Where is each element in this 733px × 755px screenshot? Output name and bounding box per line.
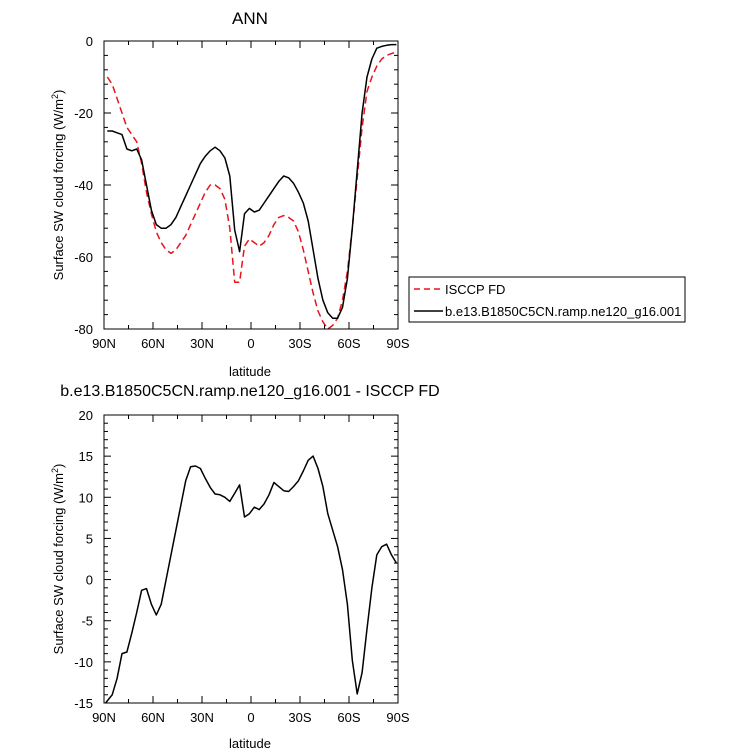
bottom-x-axis-label: latitude — [229, 736, 271, 751]
top-plot-area: 90N 60N 30N 0 30S 60S 90S 0 -20 -40 -60 -80 — [74, 34, 410, 351]
top-panel: ANN 90N 60N 30N 0 30S 60S 90S 0 -20 -40 -60 -80 lat… — [50, 9, 410, 379]
bottom-y-axis-label: Surface SW cloud forcing (W/m2) — [50, 464, 66, 655]
bottom-series-line-0 — [105, 455, 398, 704]
top-y-tick-label: -60 — [74, 250, 93, 265]
legend: ISCCP FD b.e13.B1850C5CN.ramp.ne120_g16.… — [408, 276, 686, 323]
bottom-y-tick-label: 15 — [79, 449, 93, 464]
bottom-x-tick-label: 0 — [247, 710, 254, 725]
top-plot-frame — [103, 40, 399, 330]
bottom-y-tick-label: -10 — [74, 655, 93, 670]
top-y-axis-label: Surface SW cloud forcing (W/m2) — [50, 90, 66, 281]
bottom-x-tick-label: 60N — [141, 710, 165, 725]
top-x-tick-label: 90S — [386, 336, 409, 351]
top-x-axis-label: latitude — [229, 364, 271, 379]
top-y-tick-label: 0 — [86, 34, 93, 49]
top-x-tick-label: 60S — [337, 336, 360, 351]
bottom-y-tick-label: 0 — [86, 573, 93, 588]
bottom-y-tick-label: 5 — [86, 531, 93, 546]
bottom-x-tick-label: 30N — [190, 710, 214, 725]
top-x-tick-label: 60N — [141, 336, 165, 351]
bottom-x-tick-label: 60S — [337, 710, 360, 725]
top-x-tick-label: 0 — [247, 336, 254, 351]
top-y-tick-label: -40 — [74, 178, 93, 193]
top-x-tick-label: 30N — [190, 336, 214, 351]
bottom-plot-area: 90N 60N 30N 0 30S 60S 90S 20 15 10 5 0 -5 -10 -15 — [74, 408, 410, 725]
bottom-x-tick-label: 90S — [386, 710, 409, 725]
top-x-tick-label: 30S — [288, 336, 311, 351]
bottom-panel: b.e13.B1850C5CN.ramp.ne120_g16.001 - ISC… — [50, 383, 440, 751]
top-series-line-0 — [106, 51, 397, 330]
bottom-x-tick-label: 90N — [92, 710, 116, 725]
bottom-y-tick-label: -5 — [81, 614, 93, 629]
top-chart-title: ANN — [232, 9, 268, 28]
top-series-line-1 — [107, 43, 397, 319]
legend-label-isccp: ISCCP FD — [445, 282, 505, 297]
bottom-y-tick-label: 10 — [79, 490, 93, 505]
bottom-y-tick-label: 20 — [79, 408, 93, 423]
bottom-x-tick-label: 30S — [288, 710, 311, 725]
legend-box — [408, 276, 686, 323]
top-y-tick-label: -20 — [74, 106, 93, 121]
bottom-plot-frame — [103, 414, 399, 704]
bottom-y-tick-label: -15 — [74, 696, 93, 711]
legend-label-model: b.e13.B1850C5CN.ramp.ne120_g16.001 — [445, 304, 681, 319]
top-x-tick-label: 90N — [92, 336, 116, 351]
top-y-tick-label: -80 — [74, 322, 93, 337]
bottom-chart-title: b.e13.B1850C5CN.ramp.ne120_g16.001 - ISC… — [60, 383, 439, 400]
